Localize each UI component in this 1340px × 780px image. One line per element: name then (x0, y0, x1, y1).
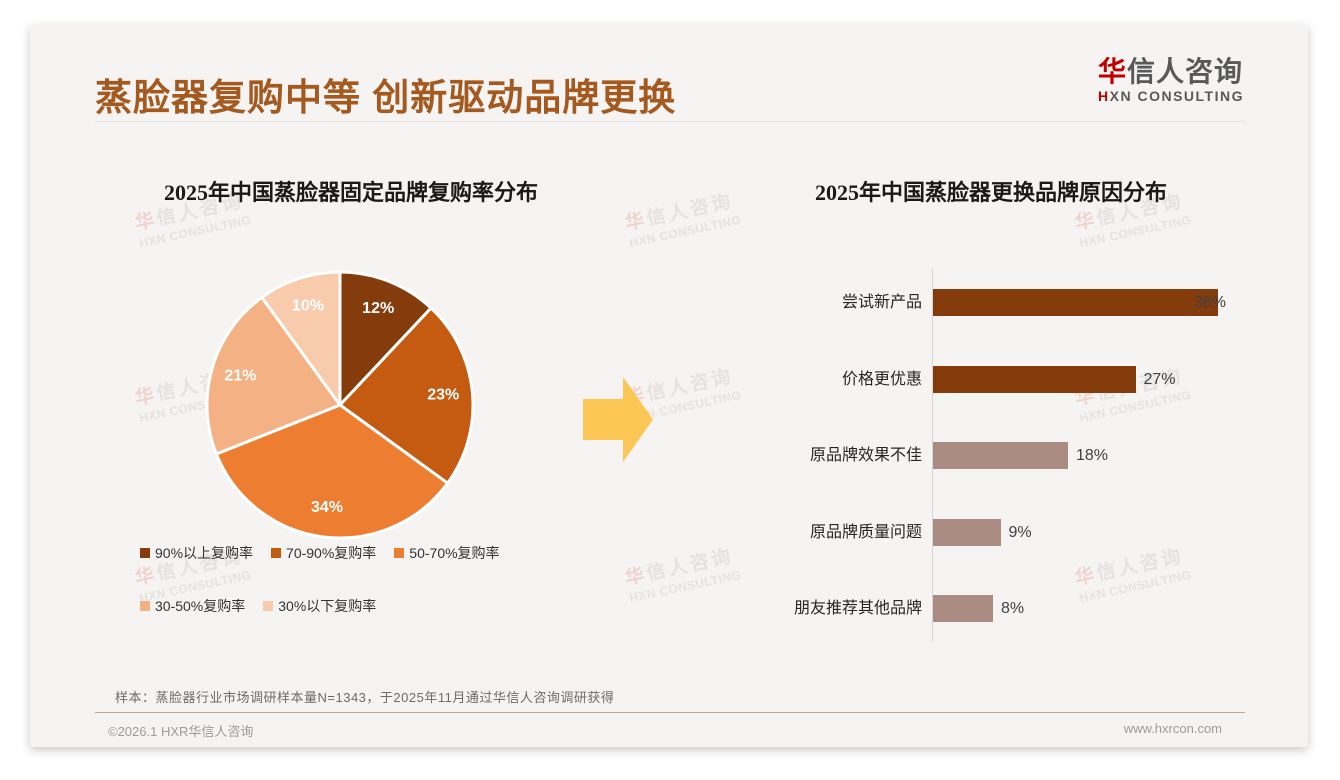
company-logo: 华信人咨询 HXN CONSULTING (1098, 56, 1244, 104)
legend-label-0: 90%以上复购率 (155, 545, 254, 561)
pie-data-label-4: 10% (292, 298, 324, 315)
legend-label-1: 70-90%复购率 (286, 545, 377, 561)
bar-chart: 尝试新产品 38% 价格更优惠 27% 原品牌效果不佳 18% 原品牌质量问题 9% 朋友推荐其… (650, 268, 1290, 642)
legend-swatch-2 (394, 548, 405, 558)
logo-english-text: HXN CONSULTING (1098, 87, 1244, 104)
bar-category-label-0: 尝试新产品 (841, 294, 922, 311)
copyright-text: ©2026.1 HXR华信人咨询 (108, 724, 254, 739)
legend-label-2: 50-70%复购率 (409, 545, 500, 561)
bar-0 (933, 289, 1218, 316)
legend-swatch-3 (140, 601, 150, 611)
bar-category-label-2: 原品牌效果不佳 (809, 447, 922, 464)
legend-item-2: 50-70%复购率 (394, 543, 500, 563)
legend-label-3: 30-50%复购率 (155, 598, 246, 614)
bar-chart-title: 2025年中国蒸脸器更换品牌原因分布 (814, 180, 1167, 205)
pie-data-label-1: 23% (427, 386, 459, 403)
pie-slice-1 (338, 306, 475, 485)
legend-item-4: 30%以下复购率 (263, 596, 376, 616)
pie-slice-3 (205, 295, 342, 456)
bar-value-label-1: 27% (1143, 370, 1176, 388)
legend-swatch-4 (263, 601, 274, 611)
legend-swatch-1 (271, 548, 282, 558)
bar-1 (933, 365, 1136, 393)
footer-divider (95, 712, 1245, 713)
legend-row: 30-50%复购率 30%以下复购率 (140, 596, 610, 616)
legend-row: 90%以上复购率 70-90%复购率 50-70%复购率 (140, 543, 610, 563)
pie-slice-0 (338, 270, 433, 407)
bar-3 (933, 518, 1001, 546)
pie-data-label-3: 21% (224, 367, 256, 384)
bar-chart-axis-line (932, 268, 933, 642)
right-arrow-icon (583, 377, 653, 462)
legend-swatch-0 (140, 548, 150, 558)
bar-value-label-3: 9% (1008, 523, 1032, 541)
right-arrow-shape (583, 377, 653, 467)
pie-slice-4 (260, 270, 342, 407)
pie-chart-svg: 12% 23% 34% 21% 10% (205, 270, 475, 540)
pie-slice-2 (214, 403, 450, 540)
legend-label-4: 30%以下复购率 (278, 598, 377, 614)
pie-chart: 12% 23% 34% 21% 10% (200, 265, 480, 545)
slide-card: 华信人咨询 HXN CONSULTING 华信人咨询 HXN CONSULTING 华信… (30, 25, 1308, 747)
pie-legend: 90%以上复购率 70-90%复购率 50-70%复购率 30-50%复购率 30%以下… (140, 543, 610, 616)
page-title: 蒸脸器复购中等 创新驱动品牌更换 (95, 77, 677, 118)
bar-value-label-2: 18% (1076, 447, 1109, 464)
sample-footnote: 样本：蒸脸器行业市场调研样本量N=1343，于2025年11月通过华信人咨询调研… (115, 690, 615, 705)
header-divider (95, 121, 1245, 122)
legend-item-3: 30-50%复购率 (140, 596, 245, 616)
bar-value-label-4: 8% (1001, 600, 1025, 617)
bar-2 (933, 442, 1068, 469)
bar-4 (933, 595, 993, 622)
bar-category-label-3: 原品牌质量问题 (809, 523, 922, 541)
logo-chinese-text: 华信人咨询 (1098, 56, 1244, 87)
legend-item-1: 70-90%复购率 (271, 543, 376, 563)
bar-category-label-4: 朋友推荐其他品牌 (793, 600, 922, 617)
legend-item-0: 90%以上复购率 (140, 543, 253, 563)
pie-chart-title: 2025年中国蒸脸器固定品牌复购率分布 (163, 180, 538, 205)
pie-data-label-0: 12% (362, 300, 394, 317)
pie-data-label-2: 34% (311, 499, 343, 516)
website-text: www.hxrcon.com (1123, 721, 1222, 736)
bar-value-label-0: 38% (1194, 294, 1227, 311)
bar-category-label-1: 价格更优惠 (841, 370, 922, 388)
